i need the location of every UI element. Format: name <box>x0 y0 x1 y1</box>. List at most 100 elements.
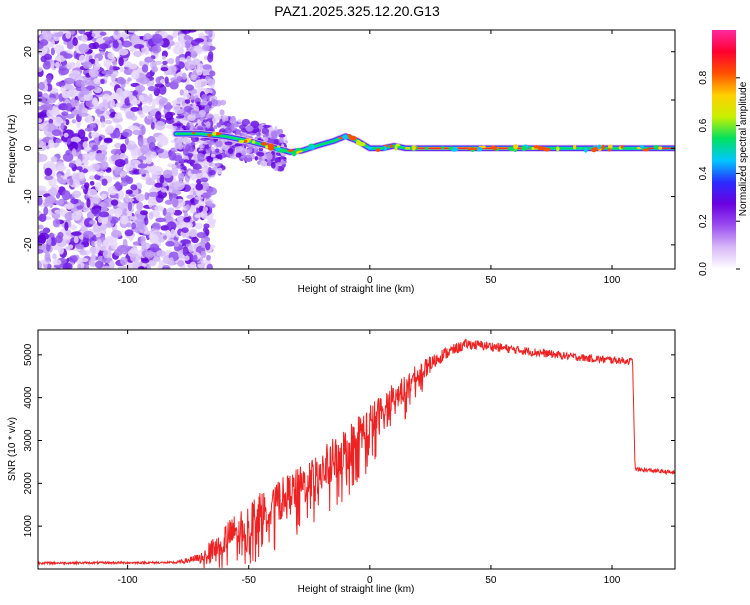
spectrogram-blob <box>212 117 216 123</box>
x-tick-label: 0 <box>367 275 373 286</box>
spectrogram-blob <box>131 222 137 230</box>
spectrogram-blob <box>59 51 67 56</box>
spectrogram-knot <box>267 143 275 148</box>
spectrogram-blob <box>178 172 185 181</box>
spectrogram-blob <box>130 216 138 221</box>
spectrogram-knot <box>492 146 498 151</box>
spectrogram-blob <box>38 232 50 240</box>
spectrogram-knot <box>441 146 445 150</box>
colorbar-label: Normalized spectral amplitude <box>738 81 749 216</box>
spectrogram-blob <box>181 30 192 34</box>
spectrogram-blob <box>137 266 145 269</box>
spectrogram-blob <box>138 223 145 231</box>
spectrogram-knot <box>358 142 366 147</box>
spectrogram-blob <box>195 183 204 191</box>
spectrogram-blob <box>165 101 172 112</box>
spectrogram-blob <box>68 255 78 263</box>
spectrogram-blob <box>144 230 152 235</box>
spectrogram-blob <box>186 159 196 164</box>
spectrogram-y-axis: -20 -10 0 10 20 <box>23 46 675 252</box>
spectrogram-knot <box>295 147 302 151</box>
spectrogram-blob <box>183 166 187 171</box>
spectrogram-blob <box>267 159 272 167</box>
spectrogram-blob <box>77 129 86 139</box>
spectrogram-blob <box>122 131 129 137</box>
y-tick-label: 10 <box>23 94 34 106</box>
spectrogram-blob <box>181 116 187 125</box>
spectrogram-knot <box>424 146 429 150</box>
spectrogram-blob <box>103 59 112 68</box>
spectrogram-blob <box>198 144 205 149</box>
spectrogram-knot <box>356 139 360 144</box>
spectrogram-blob <box>43 30 53 41</box>
spectrogram-blob <box>148 191 159 197</box>
spectrogram-blob <box>189 122 194 127</box>
spectrogram-blob <box>144 217 149 226</box>
spectrogram-knot <box>658 146 663 150</box>
spectrogram-blob <box>174 141 181 150</box>
spectrogram-knot <box>375 148 381 152</box>
spectrogram-blob <box>235 152 242 158</box>
spectrogram-blob <box>197 263 206 269</box>
spectrogram-blob <box>183 216 191 223</box>
spectrogram-blob <box>82 88 90 96</box>
spectrogram-blob <box>262 124 271 128</box>
spectrogram-blob <box>114 181 121 191</box>
spectrogram-blob <box>92 144 99 151</box>
x-tick-label: 50 <box>485 575 497 586</box>
spectrogram-blob <box>78 30 86 35</box>
spectrogram-blob <box>173 118 180 122</box>
spectrogram-blob <box>109 92 119 102</box>
spectrogram-blob <box>144 250 154 259</box>
spectrogram-blob <box>147 115 154 120</box>
spectrogram-blob <box>38 196 43 206</box>
spectrogram-blob <box>175 115 184 119</box>
spectrogram-blob <box>203 223 210 229</box>
spectrogram-blob <box>177 249 184 259</box>
spectrogram-blob <box>138 94 144 102</box>
spectrogram-blob <box>89 220 96 225</box>
spectrogram-blob <box>137 236 142 244</box>
spectrogram-blob <box>146 135 157 145</box>
spectrogram-blob <box>55 138 62 144</box>
spectrogram-blob <box>130 184 138 191</box>
spectrogram-blob <box>235 129 242 136</box>
spectrogram-knot <box>367 146 373 150</box>
spectrogram-blob <box>148 93 153 103</box>
spectrogram-blob <box>105 110 111 115</box>
spectrogram-knot <box>389 144 393 149</box>
colorbar-gradient <box>712 30 736 269</box>
spectrogram-blob <box>137 137 144 147</box>
spectrogram-blob <box>38 249 44 254</box>
spectrogram-blob <box>207 78 215 86</box>
spectrogram-blob <box>260 160 268 167</box>
spectrogram-blob <box>38 81 45 91</box>
spectrogram-blob <box>194 222 203 230</box>
spectrogram-blob <box>60 122 65 131</box>
spectrogram-blob <box>96 238 102 247</box>
spectrogram-blob <box>196 68 203 76</box>
spectrogram-knot <box>244 139 248 143</box>
spectrogram-blob <box>273 139 279 146</box>
spectrogram-blob <box>99 31 107 36</box>
spectrogram-blob <box>88 175 96 180</box>
spectrogram-blob <box>278 133 286 138</box>
spectrogram-blob <box>200 250 207 259</box>
spectrogram-blob <box>61 111 69 117</box>
spectrogram-blob <box>266 152 273 161</box>
spectrogram-knot <box>513 144 519 150</box>
spectrogram-blob <box>57 246 65 255</box>
spectrogram-blob <box>112 60 117 67</box>
spectrogram-blob <box>92 163 101 171</box>
spectrogram-blob <box>52 218 61 228</box>
spectrogram-blob <box>101 256 113 264</box>
spectrogram-blob <box>181 227 189 234</box>
spectrogram-blob <box>162 60 168 65</box>
spectrogram-blob <box>137 163 148 169</box>
spectrogram-blob <box>139 235 146 245</box>
spectrogram-x-label: Height of straight line (km) <box>298 284 415 295</box>
spectrogram-blob <box>70 231 82 236</box>
spectrogram-blob <box>77 257 89 263</box>
spectrogram-blob <box>119 215 129 225</box>
spectrogram-blob <box>63 203 75 210</box>
